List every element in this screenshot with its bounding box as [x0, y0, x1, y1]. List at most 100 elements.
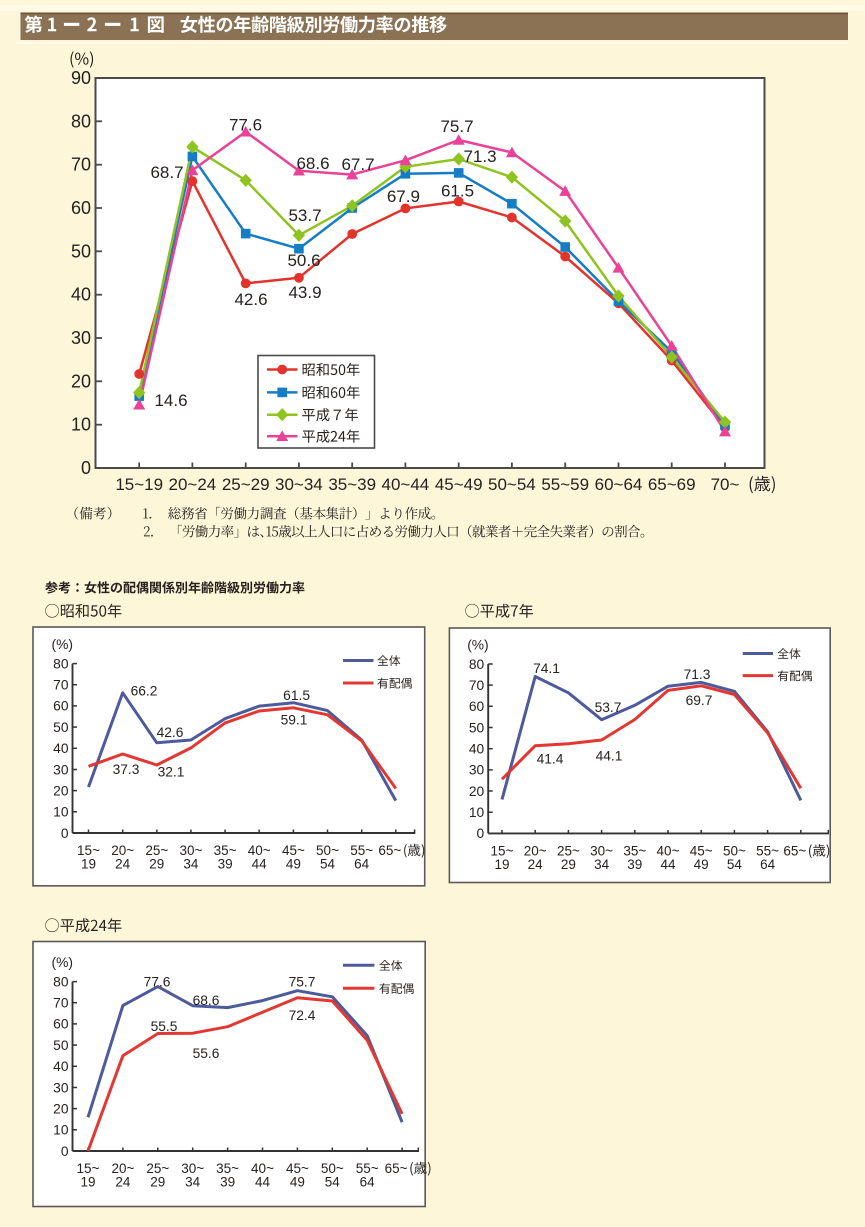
svg-text:65~: 65~: [385, 1161, 408, 1176]
svg-text:68.7: 68.7: [150, 163, 183, 182]
svg-text:74.1: 74.1: [533, 661, 560, 676]
svg-text:0: 0: [61, 826, 69, 841]
svg-text:24: 24: [528, 857, 544, 872]
svg-text:61.5: 61.5: [283, 688, 310, 703]
svg-text:30: 30: [53, 762, 69, 777]
svg-text:30~34: 30~34: [275, 475, 323, 494]
svg-text:60: 60: [71, 198, 91, 218]
svg-text:55~: 55~: [756, 843, 779, 858]
svg-text:24: 24: [115, 1175, 131, 1190]
svg-text:20~24: 20~24: [169, 475, 217, 494]
svg-text:25~: 25~: [146, 1161, 169, 1176]
svg-text:(%): (%): [467, 638, 488, 653]
svg-text:30~: 30~: [590, 843, 613, 858]
svg-text:25~: 25~: [145, 843, 168, 858]
svg-text:35~: 35~: [214, 843, 237, 858]
svg-text:44: 44: [252, 857, 268, 872]
svg-text:60: 60: [53, 699, 69, 714]
svg-text:49: 49: [694, 857, 709, 872]
svg-text:71.3: 71.3: [684, 667, 711, 682]
svg-text:55.5: 55.5: [151, 1019, 178, 1034]
svg-text:20: 20: [71, 371, 91, 391]
svg-text:77.6: 77.6: [144, 975, 171, 990]
svg-text:75.7: 75.7: [440, 117, 473, 136]
svg-text:40~: 40~: [251, 1161, 274, 1176]
svg-text:20: 20: [53, 1101, 69, 1116]
svg-text:20~: 20~: [524, 843, 547, 858]
svg-text:80: 80: [53, 974, 69, 989]
svg-text:43.9: 43.9: [288, 283, 321, 302]
svg-text:49: 49: [286, 857, 301, 872]
svg-text:41.4: 41.4: [537, 752, 564, 767]
svg-text:39: 39: [627, 857, 642, 872]
svg-text:24: 24: [115, 857, 131, 872]
svg-text:(%): (%): [52, 637, 73, 652]
svg-text:72.4: 72.4: [289, 1008, 316, 1023]
svg-text:39: 39: [220, 1175, 235, 1190]
svg-text:67.7: 67.7: [341, 155, 374, 174]
svg-text:20~: 20~: [111, 843, 134, 858]
svg-text:59.1: 59.1: [281, 713, 308, 728]
svg-text:64: 64: [354, 857, 370, 872]
svg-text:(%): (%): [52, 955, 73, 970]
svg-text:30: 30: [469, 763, 485, 778]
svg-text:40: 40: [469, 742, 485, 757]
svg-text:60: 60: [469, 699, 485, 714]
svg-text:19: 19: [80, 1175, 95, 1190]
svg-text:35~: 35~: [216, 1161, 239, 1176]
svg-text:50~: 50~: [316, 843, 339, 858]
svg-text:35~: 35~: [623, 843, 646, 858]
svg-text:35~39: 35~39: [328, 475, 376, 494]
svg-text:50: 50: [71, 241, 91, 261]
svg-text:30~: 30~: [181, 1161, 204, 1176]
svg-text:50: 50: [53, 720, 69, 735]
svg-text:0: 0: [81, 458, 91, 478]
svg-text:25~: 25~: [557, 843, 580, 858]
svg-text:60~64: 60~64: [595, 475, 643, 494]
svg-text:29: 29: [149, 857, 164, 872]
svg-text:65~: 65~: [783, 843, 806, 858]
svg-text:49: 49: [290, 1175, 305, 1190]
svg-text:15~19: 15~19: [115, 475, 163, 494]
svg-text:20~: 20~: [111, 1161, 134, 1176]
svg-text:19: 19: [81, 857, 96, 872]
svg-text:40: 40: [53, 741, 69, 756]
svg-text:42.6: 42.6: [234, 290, 267, 309]
svg-text:61.5: 61.5: [441, 182, 474, 201]
svg-text:70: 70: [71, 155, 91, 175]
svg-text:68.6: 68.6: [296, 154, 329, 173]
svg-text:50~: 50~: [321, 1161, 344, 1176]
svg-text:29: 29: [561, 857, 576, 872]
svg-text:45~49: 45~49: [435, 475, 483, 494]
svg-text:10: 10: [469, 805, 485, 820]
svg-text:37.3: 37.3: [113, 762, 140, 777]
svg-text:54: 54: [727, 857, 743, 872]
svg-text:90: 90: [71, 68, 91, 88]
svg-text:54: 54: [320, 857, 336, 872]
svg-text:50: 50: [469, 720, 485, 735]
svg-text:55~: 55~: [350, 843, 373, 858]
svg-text:15~: 15~: [77, 843, 100, 858]
svg-text:50: 50: [53, 1038, 69, 1053]
svg-text:70: 70: [469, 678, 485, 693]
svg-text:20: 20: [53, 783, 69, 798]
svg-text:40~: 40~: [248, 843, 271, 858]
svg-text:0: 0: [477, 826, 485, 841]
svg-text:42.6: 42.6: [157, 725, 184, 740]
svg-text:34: 34: [183, 857, 199, 872]
svg-text:45~: 45~: [286, 1161, 309, 1176]
svg-text:65~69: 65~69: [648, 475, 696, 494]
svg-text:68.6: 68.6: [193, 993, 220, 1008]
svg-text:80: 80: [53, 656, 69, 671]
svg-text:25~29: 25~29: [222, 475, 270, 494]
svg-text:55~: 55~: [356, 1161, 379, 1176]
svg-text:77.6: 77.6: [229, 116, 262, 135]
svg-text:69.7: 69.7: [686, 693, 713, 708]
svg-text:67.9: 67.9: [387, 187, 420, 206]
svg-text:70: 70: [53, 678, 69, 693]
svg-text:45~: 45~: [282, 843, 305, 858]
svg-text:29: 29: [150, 1175, 165, 1190]
svg-text:40~: 40~: [657, 843, 680, 858]
svg-text:55~59: 55~59: [541, 475, 589, 494]
svg-text:65~: 65~: [378, 843, 401, 858]
